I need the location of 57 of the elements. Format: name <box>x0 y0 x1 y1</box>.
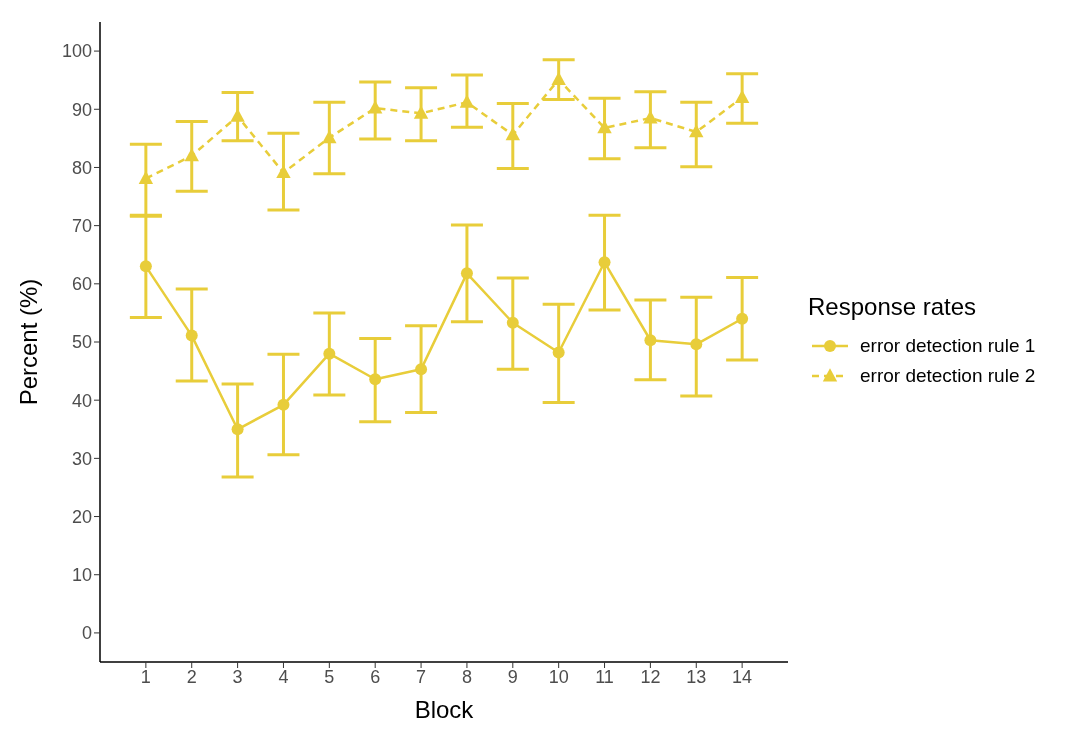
point <box>689 124 704 138</box>
point <box>369 373 382 386</box>
x-tick-label: 8 <box>461 666 472 687</box>
point <box>230 108 245 122</box>
x-tick-label: 4 <box>278 666 289 687</box>
x-tick-label: 3 <box>232 666 243 687</box>
x-tick-label: 1 <box>140 666 151 687</box>
point <box>644 334 657 347</box>
y-tick-label: 0 <box>81 623 92 644</box>
point <box>368 100 383 114</box>
y-tick-label: 90 <box>71 99 92 120</box>
y-axis-title: Percent (%) <box>14 278 42 406</box>
x-tick-label: 2 <box>186 666 197 687</box>
point <box>323 347 336 360</box>
point <box>231 423 244 436</box>
x-tick-label: 11 <box>595 666 614 687</box>
y-tick-label: 40 <box>71 390 92 411</box>
point <box>415 363 428 376</box>
y-tick-label: 60 <box>71 274 92 295</box>
legend-label: error detection rule 2 <box>860 365 1036 387</box>
point <box>322 129 337 144</box>
point <box>690 338 703 351</box>
point <box>505 127 520 141</box>
point <box>643 110 658 124</box>
point <box>413 105 429 119</box>
point <box>459 94 475 108</box>
x-tick-label: 6 <box>370 666 381 687</box>
x-tick-label: 14 <box>732 666 753 687</box>
point <box>597 120 612 134</box>
y-tick-label: 80 <box>71 157 92 178</box>
y-tick-label: 70 <box>71 216 92 237</box>
point <box>277 398 290 411</box>
point <box>460 267 473 280</box>
point <box>736 312 749 325</box>
point <box>506 316 519 329</box>
point <box>138 170 154 184</box>
x-tick-label: 10 <box>548 666 569 687</box>
y-tick-label: 30 <box>71 448 92 469</box>
point <box>139 260 152 273</box>
point <box>551 71 566 85</box>
x-tick-label: 13 <box>686 666 707 687</box>
y-tick-label: 100 <box>61 41 92 62</box>
y-tick-label: 20 <box>71 506 92 527</box>
point <box>598 256 611 269</box>
x-tick-label: 9 <box>507 666 518 687</box>
x-tick-label: 12 <box>640 666 661 687</box>
y-tick-label: 50 <box>71 332 92 353</box>
x-tick-label: 5 <box>324 666 335 687</box>
legend-label: error detection rule 1 <box>860 335 1036 357</box>
x-tick-label: 7 <box>416 666 427 687</box>
x-axis-title: Block <box>414 696 475 723</box>
y-tick-label: 10 <box>71 565 92 586</box>
legend-title: Response rates <box>808 293 978 321</box>
point <box>185 329 198 342</box>
point <box>184 148 199 162</box>
point <box>552 346 565 359</box>
point <box>734 89 750 104</box>
